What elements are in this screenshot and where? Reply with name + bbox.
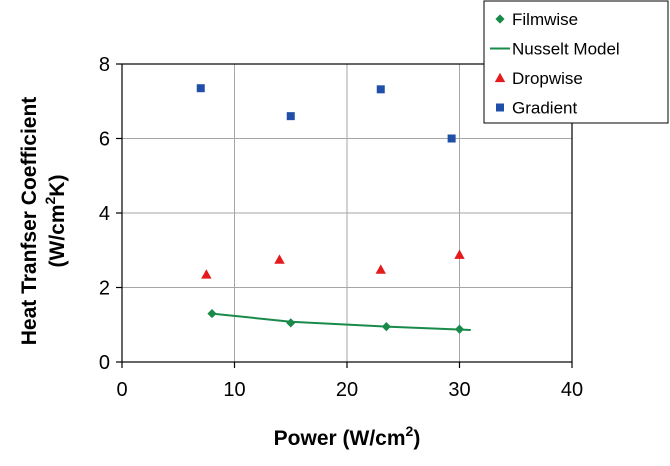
x-tick-label: 20 bbox=[336, 379, 358, 401]
legend-swatch-dropwise bbox=[494, 72, 506, 83]
x-tick-label: 30 bbox=[448, 379, 470, 401]
nusselt-model-line bbox=[211, 312, 471, 331]
x-axis-title-superscript: 2 bbox=[406, 423, 414, 439]
y-axis-title-line-2-main: (W/cm bbox=[46, 204, 69, 267]
y-tick-label: 8 bbox=[99, 54, 110, 76]
legend-label-filmwise: Filmwise bbox=[512, 10, 578, 29]
grid-lines bbox=[122, 64, 572, 362]
y-axis-title-line-1: Heat Tranfser Coefficient bbox=[18, 97, 41, 346]
gradient-point bbox=[196, 84, 205, 93]
dropwise-point bbox=[375, 264, 386, 274]
legend-item-gradient: Gradient bbox=[496, 99, 577, 118]
y-tick-label: 6 bbox=[99, 129, 110, 151]
gradient-point bbox=[447, 134, 456, 143]
legend-label-gradient: Gradient bbox=[512, 99, 577, 118]
series-gradient bbox=[196, 84, 456, 143]
series-nusselt-model bbox=[211, 312, 471, 331]
y-tick-label: 4 bbox=[99, 203, 110, 225]
x-tick-label: 0 bbox=[116, 379, 127, 401]
legend-item-filmwise: Filmwise bbox=[495, 10, 578, 29]
legend-label-nusselt-model: Nusselt Model bbox=[512, 40, 620, 59]
legend: Filmwise Nusselt Model Dropwise Gradient bbox=[483, 0, 669, 124]
x-axis-title-tail: ) bbox=[413, 427, 420, 450]
gradient-point bbox=[286, 112, 295, 121]
gradient-point bbox=[376, 85, 385, 94]
x-tick-label: 40 bbox=[561, 379, 583, 401]
y-axis-title-line-2: (W/cm2K) bbox=[42, 175, 69, 268]
legend-label-dropwise: Dropwise bbox=[512, 69, 583, 88]
legend-swatch-gradient bbox=[496, 103, 504, 112]
legend-swatch-filmwise bbox=[495, 14, 505, 24]
dropwise-point bbox=[274, 254, 285, 264]
y-axis-title-superscript: 2 bbox=[42, 196, 58, 204]
y-tick-label: 2 bbox=[99, 278, 110, 300]
legend-item-nusselt-model: Nusselt Model bbox=[490, 40, 620, 59]
legend-box bbox=[483, 0, 669, 124]
dropwise-point bbox=[454, 249, 465, 259]
series-dropwise bbox=[201, 249, 465, 279]
y-axis-title-line-2-tail: K) bbox=[46, 175, 69, 197]
legend-item-dropwise: Dropwise bbox=[494, 69, 583, 88]
data-series bbox=[196, 84, 471, 334]
x-axis-title: Power (W/cm2) bbox=[274, 423, 421, 450]
axis-ticks: 0 10 20 30 40 0 2 4 6 8 bbox=[99, 54, 583, 401]
x-tick-label: 10 bbox=[223, 379, 245, 401]
dropwise-point bbox=[201, 269, 212, 279]
y-tick-label: 0 bbox=[99, 352, 110, 374]
x-axis-title-main: Power (W/cm bbox=[274, 427, 406, 450]
y-axis-title: Heat Tranfser Coefficient (W/cm2K) bbox=[18, 97, 69, 346]
